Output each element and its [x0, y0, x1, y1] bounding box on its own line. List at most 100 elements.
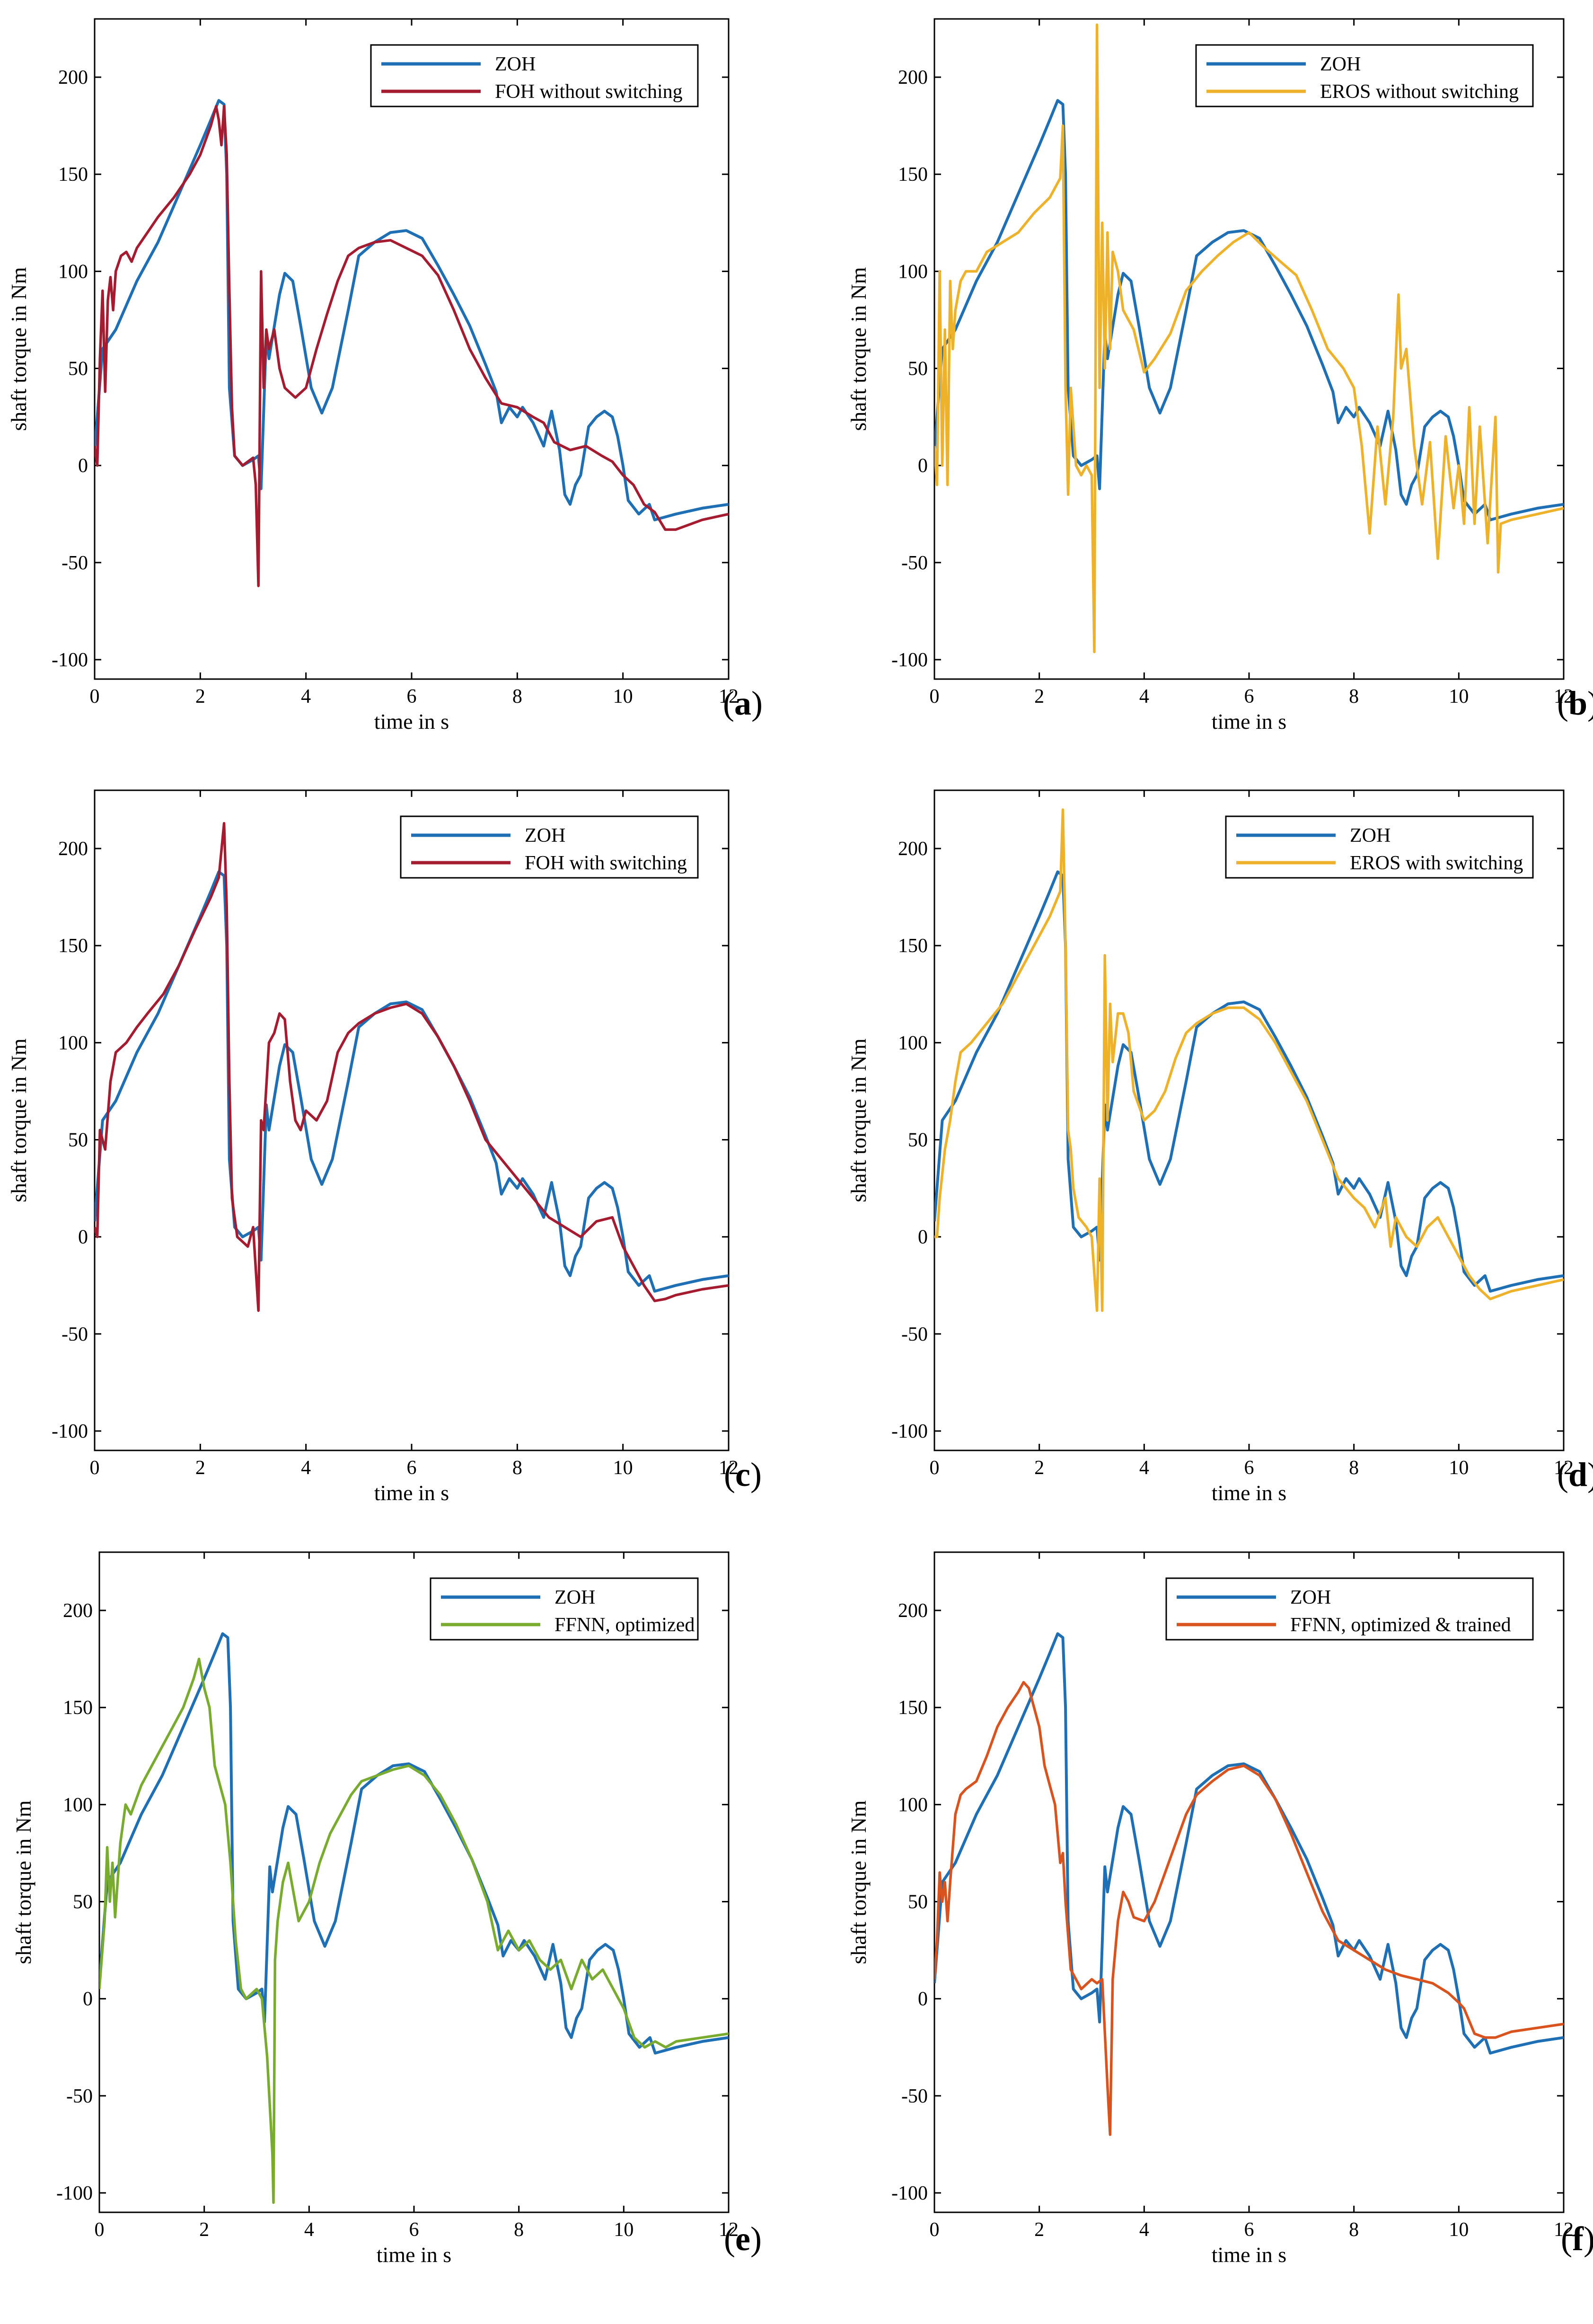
x-tick-label: 12 [1554, 1457, 1574, 1479]
series-line-method [95, 105, 729, 587]
legend-entry-label: ZOH [1350, 825, 1391, 847]
legend: ZOH FFNN, optimized [430, 1577, 699, 1641]
x-tick-label: 8 [514, 2219, 524, 2241]
x-axis-label: time in s [1212, 2243, 1286, 2267]
x-tick-label: 10 [1449, 1457, 1469, 1479]
y-tick-label: -50 [62, 552, 88, 574]
x-tick-label: 6 [407, 686, 417, 707]
x-tick-label: 8 [1349, 686, 1359, 707]
y-tick-label: 150 [58, 935, 88, 957]
y-tick-label: 0 [918, 1988, 928, 2010]
x-tick-label: 4 [301, 686, 311, 707]
panel-e: 0 2 4 6 8 10 12 -100 -50 0 50 100 150 200 time in s sha… [11, 1551, 762, 2267]
x-tick-label: 10 [1449, 686, 1469, 707]
x-tick-label: 10 [613, 686, 633, 707]
panel-d: 0 2 4 6 8 10 12 -100 -50 0 50 100 150 200 time in s sha… [846, 789, 1593, 1505]
x-tick-label: 6 [409, 2219, 419, 2241]
legend-entry-label: EROS without switching [1320, 81, 1519, 103]
y-tick-label: -100 [56, 2183, 93, 2204]
legend: ZOH FOH without switching [370, 44, 699, 107]
y-tick-label: 50 [908, 1130, 928, 1151]
legend-entry-label: FOH with switching [525, 852, 687, 874]
legend: ZOH FFNN, optimized & trained [1165, 1577, 1534, 1641]
y-tick-label: 150 [898, 164, 928, 186]
y-tick-label: 0 [918, 1227, 928, 1248]
y-tick-label: 100 [898, 1794, 928, 1816]
y-tick-label: 0 [83, 1988, 93, 2010]
x-tick-label: 8 [512, 686, 522, 707]
legend-entry-label: EROS with switching [1350, 852, 1523, 874]
x-tick-label: 2 [1034, 2219, 1044, 2241]
y-tick-label: 50 [68, 358, 88, 380]
legend-box [1225, 815, 1534, 879]
y-tick-label: -100 [891, 1421, 928, 1442]
legend: ZOH EROS without switching [1195, 44, 1534, 107]
y-tick-label: 50 [908, 1891, 928, 1913]
series-line-method [934, 23, 1564, 654]
x-tick-label: 0 [930, 2219, 940, 2241]
legend-entry-label: FFNN, optimized & trained [1290, 1614, 1511, 1636]
y-tick-label: 100 [58, 261, 88, 283]
x-tick-label: 6 [1244, 686, 1254, 707]
x-tick-label: 8 [1349, 1457, 1359, 1479]
x-tick-label: 6 [1244, 2219, 1254, 2241]
y-tick-label: -50 [901, 552, 928, 574]
x-tick-label: 4 [301, 1457, 311, 1479]
x-tick-label: 2 [195, 686, 205, 707]
x-axis-label: time in s [1212, 1481, 1286, 1505]
y-tick-label: -50 [901, 2085, 928, 2107]
x-tick-label: 0 [95, 2219, 105, 2241]
y-tick-label: -100 [891, 2183, 928, 2204]
x-tick-label: 8 [1349, 2219, 1359, 2241]
legend-entry-label: ZOH [495, 53, 536, 75]
x-axis-label: time in s [377, 2243, 451, 2267]
series-line-method [934, 1681, 1564, 2136]
x-tick-label: 4 [1139, 1457, 1149, 1479]
x-tick-label: 10 [613, 1457, 633, 1479]
y-tick-label: -100 [891, 649, 928, 671]
x-tick-label: 4 [304, 2219, 314, 2241]
x-tick-label: 6 [407, 1457, 417, 1479]
x-tick-label: 12 [1554, 2219, 1574, 2241]
y-tick-label: 150 [898, 935, 928, 957]
legend-entry-label: ZOH [525, 825, 565, 847]
y-tick-label: -50 [901, 1324, 928, 1345]
y-tick-label: 100 [63, 1794, 93, 1816]
series-line-method [934, 808, 1564, 1312]
panel-label: (b) [1557, 684, 1593, 722]
y-tick-label: 50 [68, 1130, 88, 1151]
x-tick-label: 2 [195, 1457, 205, 1479]
y-tick-label: 100 [898, 1032, 928, 1054]
x-tick-label: 12 [1554, 686, 1574, 707]
x-tick-label: 12 [719, 2219, 739, 2241]
y-axis-label: shaft torque in Nm [7, 267, 31, 431]
y-tick-label: -50 [62, 1324, 88, 1345]
x-axis-label: time in s [374, 709, 449, 733]
x-tick-label: 0 [90, 686, 100, 707]
legend-box [370, 44, 699, 107]
y-tick-label: 0 [78, 455, 88, 477]
legend-box [400, 815, 699, 879]
y-tick-label: -100 [52, 1421, 88, 1442]
y-tick-label: 50 [908, 358, 928, 380]
y-tick-label: 0 [918, 455, 928, 477]
x-tick-label: 0 [90, 1457, 100, 1479]
legend-entry-label: ZOH [1290, 1587, 1331, 1608]
x-tick-label: 12 [719, 1457, 739, 1479]
legend-box [430, 1577, 699, 1641]
y-tick-label: 200 [63, 1600, 93, 1622]
panel-label: (a) [723, 684, 763, 722]
legend-entry-label: ZOH [554, 1587, 595, 1608]
legend-box [1195, 44, 1534, 107]
legend-entry-label: FFNN, optimized [554, 1614, 695, 1636]
y-axis-label: shaft torque in Nm [846, 1038, 871, 1202]
y-tick-label: 200 [898, 67, 928, 88]
y-tick-label: 200 [898, 1600, 928, 1622]
x-axis-label: time in s [1212, 709, 1286, 733]
y-axis-label: shaft torque in Nm [7, 1038, 31, 1202]
legend-entry-label: ZOH [1320, 53, 1361, 75]
y-tick-label: 0 [78, 1227, 88, 1248]
y-tick-label: -50 [66, 2085, 93, 2107]
y-axis-label: shaft torque in Nm [846, 267, 871, 431]
